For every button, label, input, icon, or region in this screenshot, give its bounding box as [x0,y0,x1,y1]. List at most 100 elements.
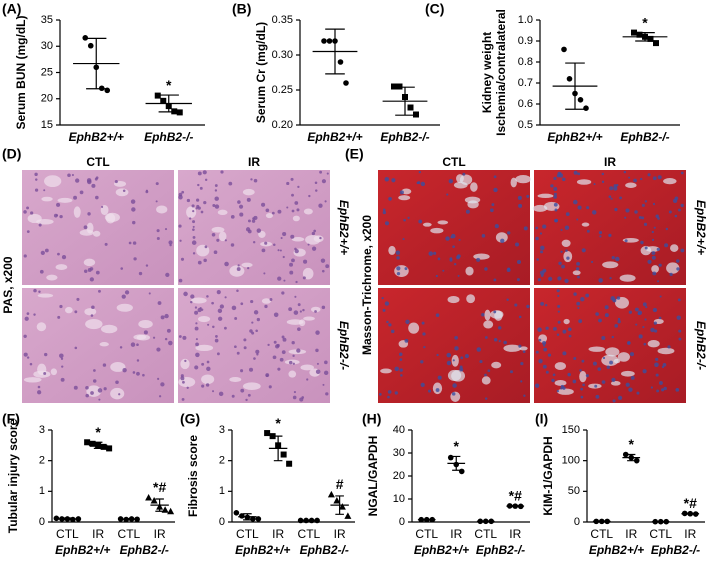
nucleus [190,294,195,299]
nucleus [487,369,491,373]
nucleus [535,236,539,241]
tubule-lumen [563,318,570,325]
nucleus [624,239,628,243]
nucleus [418,170,422,174]
data-point [286,460,293,467]
nucleus [103,387,107,391]
tubule-lumen [645,246,660,253]
data-point [636,31,643,38]
nucleus [311,246,317,251]
nucleus [132,371,136,374]
nucleus [509,370,514,374]
tubule-lumen [561,239,571,247]
nucleus [180,376,185,381]
nucleus [662,362,667,367]
nucleus [556,333,560,337]
nucleus [138,271,143,276]
nucleus [459,365,463,369]
tubule-lumen [65,306,73,314]
nucleus [609,277,612,280]
x-tick-label: CTL [56,527,79,541]
nucleus [493,175,497,179]
nucleus [269,298,273,301]
nucleus [192,236,196,239]
nucleus [667,345,671,349]
nucleus [296,208,300,212]
nucleus [565,212,570,217]
error-bar [93,441,103,449]
nucleus [476,347,482,352]
nucleus [634,307,639,312]
y-axis-label: Fibrosis score [186,435,200,517]
nucleus [503,340,507,345]
nucleus [653,321,658,325]
nucleus [453,262,457,266]
y-tick-label: 30 [41,40,53,52]
tubule-lumen [288,370,297,378]
nucleus [56,202,61,207]
nucleus [234,317,238,320]
nucleus [628,310,632,314]
nucleus [255,349,260,354]
nucleus [251,219,256,223]
tubule-lumen [557,388,574,395]
panel-label: (E) [345,146,364,162]
nucleus [437,375,442,380]
nucleus [237,200,241,204]
nucleus [264,241,268,245]
nucleus [67,173,71,178]
x-tick-label: CTL [415,527,438,541]
tubule-lumen [136,334,151,341]
nucleus [650,386,654,389]
y-tick-label: 0.35 [272,14,293,26]
nucleus [91,305,95,310]
nucleus [212,203,216,207]
nucleus [586,229,590,233]
nucleus [130,342,136,347]
nucleus [239,212,244,217]
nucleus [246,197,251,202]
nucleus [253,357,256,360]
nucleus [98,289,101,293]
x-tick-label: CTL [118,527,141,541]
nucleus [579,369,582,372]
nucleus [214,189,218,192]
nucleus [34,172,38,177]
nucleus [253,215,258,220]
nucleus [626,341,631,345]
nucleus [83,225,88,230]
nucleus [675,387,680,392]
nucleus [183,291,188,297]
nucleus [23,334,27,338]
nucleus [216,238,220,242]
nucleus [292,362,295,365]
y-axis-label: Tubular injury score [6,418,20,533]
tubule-lumen [651,265,659,273]
nucleus [451,392,456,396]
nucleus [230,243,235,247]
nucleus [148,292,151,295]
y-axis-label: Serum Cr (mg/dL) [254,22,268,123]
nucleus [550,184,554,188]
nucleus [595,312,599,316]
nucleus [576,218,579,221]
tubule-lumen [601,354,619,366]
nucleus [224,239,227,242]
nucleus [498,340,501,343]
nucleus [228,181,233,186]
nucleus [435,274,438,278]
nucleus [552,373,556,377]
nucleus [265,374,269,378]
nucleus [293,310,299,315]
nucleus [651,230,654,234]
nucleus [26,312,30,315]
nucleus [263,272,266,275]
nucleus [245,398,248,402]
nucleus [247,266,250,270]
tubule-lumen [197,315,211,323]
row-label: EphB2+/+ [337,200,351,255]
nucleus [272,355,277,360]
nucleus [282,255,285,259]
nucleus [617,317,621,321]
nucleus [652,307,658,313]
